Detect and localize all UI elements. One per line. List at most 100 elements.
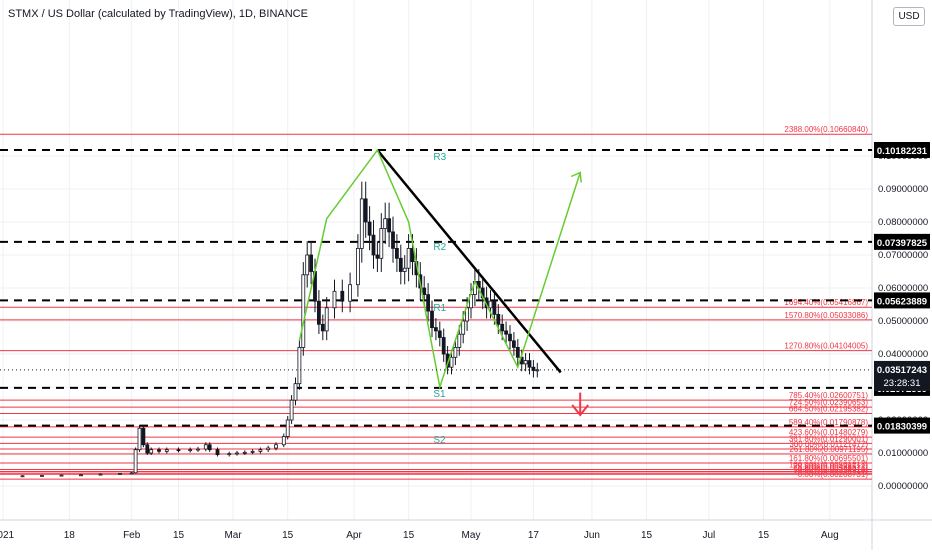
candle [527, 353, 532, 375]
fib-level-label: 100.00%(0.00501217) [789, 460, 869, 469]
price-tick-label: 0.08000000 [878, 217, 928, 228]
sr-price-label: 0.05623889 [877, 296, 927, 307]
candle-body [515, 346, 520, 358]
candle-body [98, 473, 103, 476]
time-tick-label: Jul [703, 530, 716, 541]
currency-button[interactable]: USD [893, 7, 925, 26]
countdown-label: 23:28:31 [884, 378, 921, 389]
candle [164, 447, 169, 454]
candle [508, 325, 512, 350]
candle [293, 377, 298, 406]
price-tick-label: 0.00000000 [878, 481, 928, 492]
candle [383, 202, 388, 245]
candle-body [297, 346, 302, 385]
price-tick-label: 0.09000000 [878, 184, 928, 195]
fib-level-label: 1570.80%(0.05033086) [784, 311, 868, 320]
candle-body [320, 323, 325, 332]
candle-body [535, 369, 540, 372]
candle-body [441, 337, 446, 355]
candle-body [145, 444, 150, 454]
candle-body [496, 313, 501, 325]
candle [297, 339, 302, 390]
pivot-label: R2 [433, 242, 446, 253]
time-tick-label: Apr [346, 530, 362, 541]
candle [531, 360, 536, 378]
candle-body [465, 307, 470, 322]
fib-level-label: 300.00%(0.01121477) [789, 440, 868, 449]
candle-body [379, 228, 384, 259]
candle [426, 283, 431, 322]
candle-body [281, 436, 286, 446]
fib-level-label: 50.00%(0.00354918) [793, 465, 868, 474]
candle-body [504, 330, 509, 335]
candle [59, 474, 64, 477]
candle-body [512, 340, 516, 348]
time-tick-label: Feb [123, 530, 141, 541]
sr-price-label: 0.01830399 [877, 422, 927, 433]
fib-level-label: 78.60%(0.00438512) [793, 463, 868, 472]
pivot-label: R3 [433, 152, 446, 163]
candle-body [118, 473, 122, 475]
fib-level-label: 724.50%(0.02390653) [789, 398, 869, 407]
candle-body [406, 247, 411, 269]
sr-price-label: 0.10182231 [877, 146, 928, 157]
time-tick-label: 15 [403, 530, 415, 541]
candle [430, 300, 434, 338]
candle-body [301, 274, 306, 348]
time-tick-label: 2021 [0, 530, 15, 541]
candle [266, 445, 271, 452]
candle-body [289, 399, 294, 421]
candle [242, 450, 247, 455]
pivot-label: S2 [433, 435, 446, 446]
candle [137, 424, 142, 452]
candle-body [391, 231, 395, 249]
candle [367, 206, 372, 251]
fib-level-label: 1694.40%(0.05416867) [784, 298, 868, 307]
candle [402, 255, 407, 285]
green-projection-path [298, 148, 581, 390]
candle [305, 241, 310, 288]
candle [203, 442, 208, 452]
candle [359, 181, 364, 263]
candle-body [274, 444, 278, 449]
candle-body [387, 218, 392, 233]
candle [235, 451, 239, 456]
candle [324, 297, 329, 341]
candle [441, 328, 446, 362]
fib-level-label: 664.50%(0.02195382) [789, 405, 869, 414]
candle-body [422, 287, 427, 295]
candle [523, 353, 528, 372]
candle-body [531, 366, 536, 371]
red-down-arrow-head [571, 404, 589, 417]
candle-body [164, 449, 169, 452]
candle-body [426, 294, 431, 312]
candle [387, 202, 392, 248]
candle-body [492, 300, 497, 315]
sr-price-badge [874, 141, 930, 158]
fib-level-label: 785.40%(0.02600751) [789, 391, 869, 400]
candle [363, 181, 368, 238]
candle [285, 416, 290, 440]
fib-level-label: 0.00%(0.00208731) [798, 470, 869, 479]
candle-body [488, 300, 493, 309]
candle [309, 241, 314, 285]
candle [437, 321, 442, 347]
candle [129, 472, 134, 475]
candle-body [157, 449, 161, 452]
candle-body [402, 267, 407, 272]
candle-body [367, 221, 372, 236]
candle [281, 433, 286, 448]
candle [391, 216, 395, 263]
fib-level-label: 589.40%(0.01790878) [789, 418, 869, 427]
candle [320, 314, 325, 341]
candle-body [398, 257, 403, 272]
candle-body [461, 320, 466, 335]
candle-body [363, 198, 368, 223]
candle [141, 424, 146, 448]
sr-price-badge [874, 292, 930, 309]
candle-body [266, 447, 271, 451]
candle [316, 290, 321, 335]
candle [157, 447, 161, 454]
candle [398, 244, 403, 285]
